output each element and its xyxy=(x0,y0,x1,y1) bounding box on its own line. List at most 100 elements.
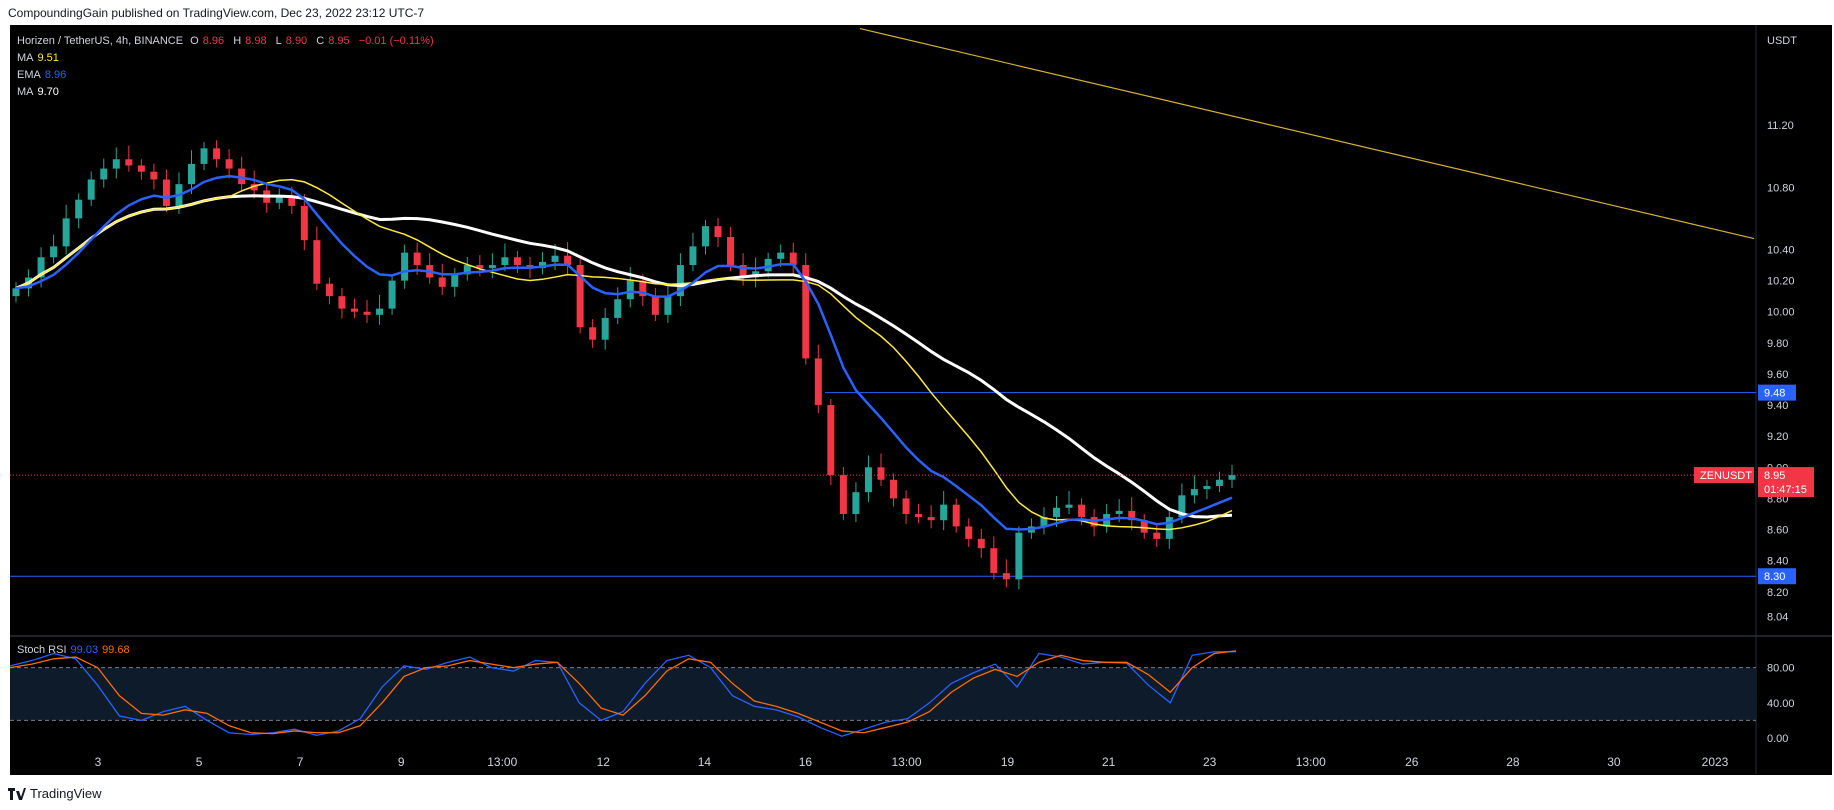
candle-body-22 xyxy=(288,196,296,206)
time-axis-label-6: 14 xyxy=(698,755,712,769)
legend-pair: Horizen / TetherUS, 4h, BINANCE xyxy=(17,35,184,47)
price-axis-tick-8: 9.20 xyxy=(1767,431,1788,443)
legend-stoch-label: Stoch RSI xyxy=(17,644,67,656)
brand-label: TradingView xyxy=(30,786,102,801)
candle-body-75 xyxy=(952,504,960,527)
time-axis-label-11: 23 xyxy=(1203,755,1217,769)
candle-body-76 xyxy=(965,526,973,539)
candle-body-23 xyxy=(300,205,308,241)
publish-line: CompoundingGain published on TradingView… xyxy=(8,6,425,20)
stoch-axis-tick-0: 80.00 xyxy=(1767,663,1795,675)
candle-body-72 xyxy=(915,513,923,518)
candle-body-5 xyxy=(75,199,83,219)
candle-body-51 xyxy=(651,296,659,315)
candle-body-4 xyxy=(62,218,70,247)
legend-stoch-d: 99.68 xyxy=(102,644,130,656)
candle-body-69 xyxy=(877,467,885,480)
candle-body-49 xyxy=(626,280,634,300)
time-axis-label-14: 28 xyxy=(1506,755,1520,769)
candle-body-83 xyxy=(1052,507,1060,518)
candle-body-78 xyxy=(990,548,998,574)
candle-body-79 xyxy=(1002,573,1010,580)
candle-body-26 xyxy=(338,296,346,309)
candle-body-48 xyxy=(614,299,622,318)
candle-body-40 xyxy=(513,257,521,266)
price-axis-tick-11: 8.60 xyxy=(1767,525,1788,537)
candle-body-66 xyxy=(839,475,847,514)
candle-body-60 xyxy=(764,258,772,272)
candle-body-16 xyxy=(213,148,221,160)
price-axis-tick-4: 10.00 xyxy=(1767,307,1795,319)
candle-body-39 xyxy=(501,257,509,266)
legend-ema[interactable]: EMA 8.96 xyxy=(17,69,70,81)
candle-body-74 xyxy=(940,504,948,521)
stoch-k-line xyxy=(9,651,1236,737)
candle-body-63 xyxy=(802,265,810,359)
legend-ema-label: EMA xyxy=(17,69,41,81)
level-tag-label-1: 8.30 xyxy=(1764,571,1785,583)
time-axis-label-0: 3 xyxy=(95,755,102,769)
time-axis-label-12: 13:00 xyxy=(1296,755,1326,769)
time-axis-label-1: 5 xyxy=(196,755,203,769)
legend-close-value: 8.95 xyxy=(328,35,350,47)
candle-body-37 xyxy=(476,265,484,269)
level-tag-bg-1 xyxy=(1758,568,1796,585)
candle-body-10 xyxy=(137,165,145,172)
candle-body-30 xyxy=(388,280,396,309)
time-axis-label-3: 9 xyxy=(398,755,405,769)
price-axis-tick-7: 9.40 xyxy=(1767,400,1788,412)
time-axis-label-15: 30 xyxy=(1607,755,1621,769)
candle-body-6 xyxy=(87,179,95,200)
candle-body-47 xyxy=(601,317,609,340)
stoch-axis-tick-2: 0.00 xyxy=(1767,733,1788,745)
legend-stoch-rsi[interactable]: Stoch RSI 99.03 99.68 xyxy=(17,644,134,656)
descending-trend-line xyxy=(859,27,1755,240)
candle-body-7 xyxy=(100,168,108,180)
candle-body-3 xyxy=(50,246,58,258)
level-tag-bg-0 xyxy=(1758,384,1796,401)
candle-body-44 xyxy=(564,255,572,266)
stoch-axis-tick-1: 40.00 xyxy=(1767,698,1795,710)
candle-body-56 xyxy=(714,226,722,238)
candle-body-24 xyxy=(313,240,321,284)
legend-change: −0.01 (−0.11%) xyxy=(358,35,434,47)
candle-body-31 xyxy=(401,252,409,281)
time-axis-label-8: 13:00 xyxy=(891,755,921,769)
time-axis-label-4: 13:00 xyxy=(487,755,517,769)
time-axis-label-13: 26 xyxy=(1405,755,1419,769)
candle-body-17 xyxy=(225,159,233,169)
candle-body-54 xyxy=(689,246,697,266)
candle-body-27 xyxy=(350,308,358,312)
candle-body-73 xyxy=(927,517,935,521)
candle-body-12 xyxy=(162,179,170,206)
legend-ma-slow-label: MA xyxy=(17,86,34,98)
price-axis-tick-5: 9.80 xyxy=(1767,338,1788,350)
candle-body-43 xyxy=(551,255,559,262)
legend-low-value: 8.90 xyxy=(285,35,308,47)
candle-body-85 xyxy=(1078,504,1086,518)
candle-body-9 xyxy=(125,159,133,166)
tradingview-branding[interactable]: TradingView xyxy=(8,786,102,801)
candle-body-42 xyxy=(539,261,547,269)
legend-ema-value: 8.96 xyxy=(44,69,67,81)
price-axis-tick-2: 10.40 xyxy=(1767,244,1795,256)
candle-body-62 xyxy=(789,252,797,266)
price-axis-tick-6: 9.60 xyxy=(1767,369,1788,381)
candle-body-25 xyxy=(325,283,333,297)
legend-ma-fast[interactable]: MA 9.51 xyxy=(17,52,63,64)
candle-body-71 xyxy=(902,498,910,514)
legend-stoch-k: 99.03 xyxy=(70,644,99,656)
stoch-band-fill xyxy=(10,667,1756,721)
candle-body-77 xyxy=(977,538,985,549)
legend-high-value: 8.98 xyxy=(245,35,267,47)
legend-ma-slow[interactable]: MA 9.70 xyxy=(17,86,63,98)
candle-body-70 xyxy=(890,479,898,499)
candle-body-58 xyxy=(739,265,747,278)
candle-body-82 xyxy=(1040,517,1048,527)
price-axis-tick-12: 8.40 xyxy=(1767,556,1788,568)
symbol-tag-bg xyxy=(1694,467,1754,484)
tradingview-logo-icon xyxy=(8,787,26,800)
candle-body-94 xyxy=(1190,489,1198,496)
last-price-tag-value: 8.95 xyxy=(1764,470,1785,482)
